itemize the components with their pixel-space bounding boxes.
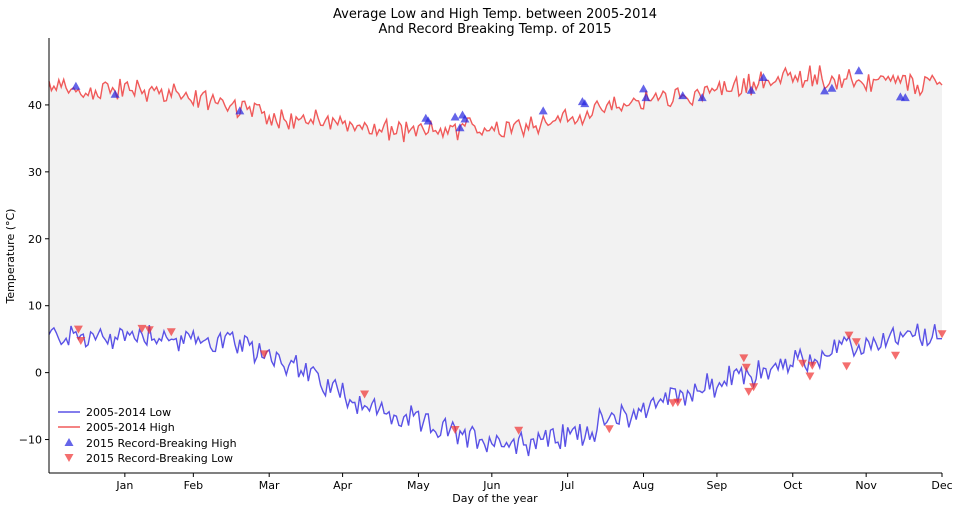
- x-tick-label: Sep: [707, 479, 728, 492]
- record-low-marker: [360, 390, 370, 399]
- x-tick-label: Jan: [115, 479, 133, 492]
- x-axis-label: Day of the year: [452, 492, 538, 505]
- record-high-marker: [697, 93, 707, 102]
- record-low-marker: [842, 362, 852, 371]
- x-tick-label: Mar: [259, 479, 280, 492]
- legend-label-record-low: 2015 Record-Breaking Low: [86, 452, 233, 465]
- record-low-marker: [604, 425, 614, 434]
- record-high-marker: [641, 93, 651, 102]
- chart-subtitle: And Record Breaking Temp. of 2015: [379, 22, 612, 37]
- y-axis-label: Temperature (°C): [4, 209, 17, 305]
- high-temperature-line: [48, 65, 943, 143]
- y-tick-label: 40: [28, 99, 42, 112]
- y-tick-label: 30: [28, 166, 42, 179]
- record-low-marker: [937, 330, 947, 339]
- record-low-marker: [798, 359, 807, 368]
- record-high-marker: [450, 112, 460, 121]
- record-high-markers: [71, 66, 910, 132]
- record-high-marker: [900, 93, 910, 102]
- x-tick-label: Dec: [931, 479, 952, 492]
- record-high-marker: [678, 91, 688, 100]
- x-tick-label: Feb: [184, 479, 203, 492]
- record-low-marker: [851, 338, 861, 347]
- record-low-marker: [259, 350, 269, 359]
- record-high-marker: [460, 114, 470, 123]
- record-high-marker: [758, 73, 768, 81]
- y-ticks: −10 0 10 20 30 40: [19, 99, 49, 447]
- record-low-marker: [137, 324, 147, 333]
- record-low-marker: [749, 383, 759, 392]
- y-tick-label: −10: [19, 434, 42, 447]
- record-high-marker: [455, 123, 465, 132]
- x-tick-label: Jun: [482, 479, 500, 492]
- record-low-marker: [450, 426, 460, 434]
- record-low-marker: [144, 326, 154, 335]
- record-low-marker: [739, 354, 749, 363]
- record-low-marker: [76, 337, 86, 345]
- record-low-marker: [805, 372, 815, 381]
- x-tick-label: Apr: [333, 479, 353, 492]
- y-tick-label: 20: [28, 233, 42, 246]
- record-high-marker: [538, 106, 548, 115]
- record-high-marker: [71, 81, 81, 90]
- x-tick-label: Oct: [783, 479, 803, 492]
- record-high-marker: [820, 86, 830, 95]
- x-tick-label: Aug: [633, 479, 654, 492]
- legend-label-record-high: 2015 Record-Breaking High: [86, 437, 237, 450]
- record-high-marker: [639, 84, 648, 93]
- record-low-marker: [741, 363, 751, 372]
- y-tick-label: 0: [35, 367, 42, 380]
- x-tick-label: Nov: [855, 479, 877, 492]
- record-low-marker: [514, 426, 524, 435]
- x-tick-label: Jul: [560, 479, 574, 492]
- axes: Jan Feb Mar Apr May Jun Jul Aug Sep Oct Nov Dec −10…: [19, 38, 953, 492]
- record-low-marker: [744, 387, 754, 396]
- record-low-markers: [73, 324, 947, 435]
- chart-title: Average Low and High Temp. between 2005-…: [333, 7, 657, 22]
- legend-swatch-record-low: [64, 454, 74, 462]
- record-low-marker: [673, 398, 683, 407]
- record-high-marker: [423, 116, 433, 125]
- record-high-marker: [110, 89, 120, 98]
- record-low-marker: [807, 361, 817, 370]
- record-high-marker: [580, 99, 590, 108]
- x-ticks: Jan Feb Mar Apr May Jun Jul Aug Sep Oct Nov Dec: [115, 473, 953, 492]
- record-low-marker: [166, 328, 176, 337]
- record-low-marker: [891, 351, 900, 360]
- record-high-marker: [746, 85, 756, 94]
- record-low-marker: [844, 331, 854, 340]
- record-high-marker: [854, 66, 864, 75]
- legend-label-low: 2005-2014 Low: [86, 406, 171, 419]
- x-tick-label: May: [407, 479, 430, 492]
- legend-label-high: 2005-2014 High: [86, 421, 175, 434]
- legend: 2005-2014 Low 2005-2014 High 2015 Record…: [58, 406, 237, 465]
- plot-area: [48, 65, 947, 457]
- record-low-marker: [73, 325, 83, 334]
- fill-between-band: [49, 65, 942, 456]
- y-tick-label: 10: [28, 300, 42, 313]
- record-high-marker: [235, 106, 245, 115]
- low-temperature-line: [48, 323, 942, 457]
- record-high-marker: [827, 83, 837, 92]
- legend-swatch-record-high: [64, 438, 74, 446]
